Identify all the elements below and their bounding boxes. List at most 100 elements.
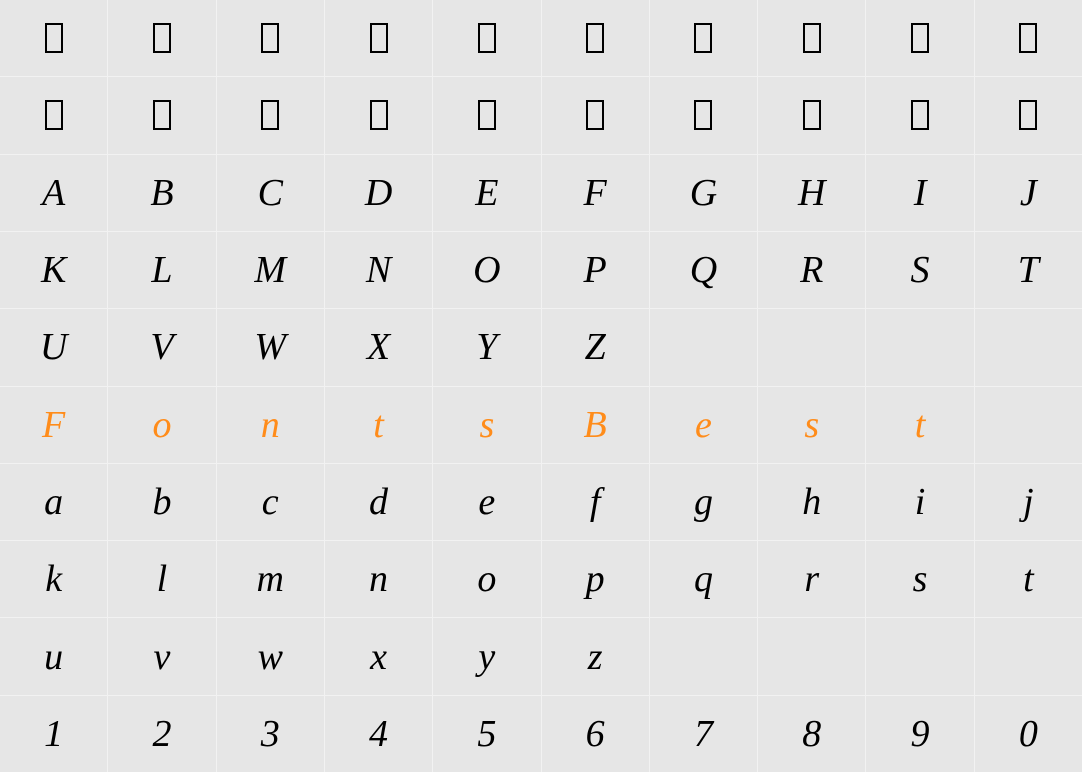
- char-cell[interactable]: R: [758, 232, 865, 308]
- char-cell[interactable]: [433, 77, 540, 153]
- char-cell[interactable]: A: [0, 155, 107, 231]
- char-cell[interactable]: 7: [650, 696, 757, 772]
- char-cell[interactable]: i: [866, 464, 973, 540]
- char-cell[interactable]: r: [758, 541, 865, 617]
- char-cell[interactable]: D: [325, 155, 432, 231]
- char-cell[interactable]: [325, 77, 432, 153]
- char-cell[interactable]: 6: [542, 696, 649, 772]
- char-cell[interactable]: a: [0, 464, 107, 540]
- char-cell[interactable]: [542, 77, 649, 153]
- char-cell[interactable]: [217, 77, 324, 153]
- char-cell[interactable]: T: [975, 232, 1082, 308]
- char-cell[interactable]: E: [433, 155, 540, 231]
- char-cell[interactable]: B: [108, 155, 215, 231]
- char-cell[interactable]: [866, 77, 973, 153]
- char-cell[interactable]: 8: [758, 696, 865, 772]
- char-cell[interactable]: d: [325, 464, 432, 540]
- char-cell[interactable]: n: [217, 387, 324, 463]
- char-cell[interactable]: [108, 77, 215, 153]
- char-cell[interactable]: G: [650, 155, 757, 231]
- char-cell[interactable]: y: [433, 618, 540, 694]
- char-cell[interactable]: [866, 0, 973, 76]
- char-cell[interactable]: 5: [433, 696, 540, 772]
- char-cell[interactable]: [0, 0, 107, 76]
- char-cell[interactable]: j: [975, 464, 1082, 540]
- char-cell[interactable]: Z: [542, 309, 649, 385]
- char-cell[interactable]: K: [0, 232, 107, 308]
- char-cell[interactable]: h: [758, 464, 865, 540]
- char-cell[interactable]: [975, 77, 1082, 153]
- char-cell[interactable]: u: [0, 618, 107, 694]
- char-cell[interactable]: t: [975, 541, 1082, 617]
- char-cell[interactable]: x: [325, 618, 432, 694]
- char-cell[interactable]: 3: [217, 696, 324, 772]
- char-cell[interactable]: 1: [0, 696, 107, 772]
- char-cell[interactable]: M: [217, 232, 324, 308]
- char-cell[interactable]: v: [108, 618, 215, 694]
- char-cell[interactable]: [650, 0, 757, 76]
- char-cell[interactable]: N: [325, 232, 432, 308]
- char-cell[interactable]: [758, 309, 865, 385]
- char-cell[interactable]: z: [542, 618, 649, 694]
- char-cell[interactable]: [866, 618, 973, 694]
- char-cell[interactable]: [0, 77, 107, 153]
- char-cell[interactable]: [975, 0, 1082, 76]
- char-cell[interactable]: g: [650, 464, 757, 540]
- char-cell[interactable]: [650, 309, 757, 385]
- char-cell[interactable]: c: [217, 464, 324, 540]
- char-cell[interactable]: [758, 0, 865, 76]
- char-cell[interactable]: I: [866, 155, 973, 231]
- char-cell[interactable]: [433, 0, 540, 76]
- char-cell[interactable]: J: [975, 155, 1082, 231]
- char-cell[interactable]: [217, 0, 324, 76]
- char-cell[interactable]: Q: [650, 232, 757, 308]
- char-cell[interactable]: O: [433, 232, 540, 308]
- char-cell[interactable]: [325, 0, 432, 76]
- char-cell[interactable]: k: [0, 541, 107, 617]
- char-cell[interactable]: s: [758, 387, 865, 463]
- char-cell[interactable]: U: [0, 309, 107, 385]
- char-cell[interactable]: [650, 618, 757, 694]
- char-cell[interactable]: F: [542, 155, 649, 231]
- char-cell[interactable]: [758, 77, 865, 153]
- char-cell[interactable]: W: [217, 309, 324, 385]
- char-cell[interactable]: V: [108, 309, 215, 385]
- char-cell[interactable]: q: [650, 541, 757, 617]
- char-cell[interactable]: o: [108, 387, 215, 463]
- char-cell[interactable]: H: [758, 155, 865, 231]
- char-cell[interactable]: 2: [108, 696, 215, 772]
- char-cell[interactable]: [975, 618, 1082, 694]
- char-cell[interactable]: e: [433, 464, 540, 540]
- char-cell[interactable]: B: [542, 387, 649, 463]
- char-cell[interactable]: p: [542, 541, 649, 617]
- char-cell[interactable]: s: [433, 387, 540, 463]
- char-cell[interactable]: m: [217, 541, 324, 617]
- char-cell[interactable]: o: [433, 541, 540, 617]
- char-cell[interactable]: L: [108, 232, 215, 308]
- char-cell[interactable]: 0: [975, 696, 1082, 772]
- char-cell[interactable]: n: [325, 541, 432, 617]
- char-cell[interactable]: b: [108, 464, 215, 540]
- char-cell[interactable]: Y: [433, 309, 540, 385]
- char-cell[interactable]: [975, 387, 1082, 463]
- char-cell[interactable]: 4: [325, 696, 432, 772]
- char-cell[interactable]: l: [108, 541, 215, 617]
- char-cell[interactable]: [108, 0, 215, 76]
- char-cell[interactable]: t: [866, 387, 973, 463]
- char-cell[interactable]: [866, 309, 973, 385]
- char-cell[interactable]: t: [325, 387, 432, 463]
- char-cell[interactable]: [650, 77, 757, 153]
- char-cell[interactable]: w: [217, 618, 324, 694]
- char-cell[interactable]: X: [325, 309, 432, 385]
- char-cell[interactable]: S: [866, 232, 973, 308]
- char-cell[interactable]: [758, 618, 865, 694]
- char-cell[interactable]: P: [542, 232, 649, 308]
- char-cell[interactable]: 9: [866, 696, 973, 772]
- char-cell[interactable]: s: [866, 541, 973, 617]
- char-cell[interactable]: e: [650, 387, 757, 463]
- char-cell[interactable]: [975, 309, 1082, 385]
- char-cell[interactable]: F: [0, 387, 107, 463]
- char-cell[interactable]: [542, 0, 649, 76]
- char-cell[interactable]: f: [542, 464, 649, 540]
- char-cell[interactable]: C: [217, 155, 324, 231]
